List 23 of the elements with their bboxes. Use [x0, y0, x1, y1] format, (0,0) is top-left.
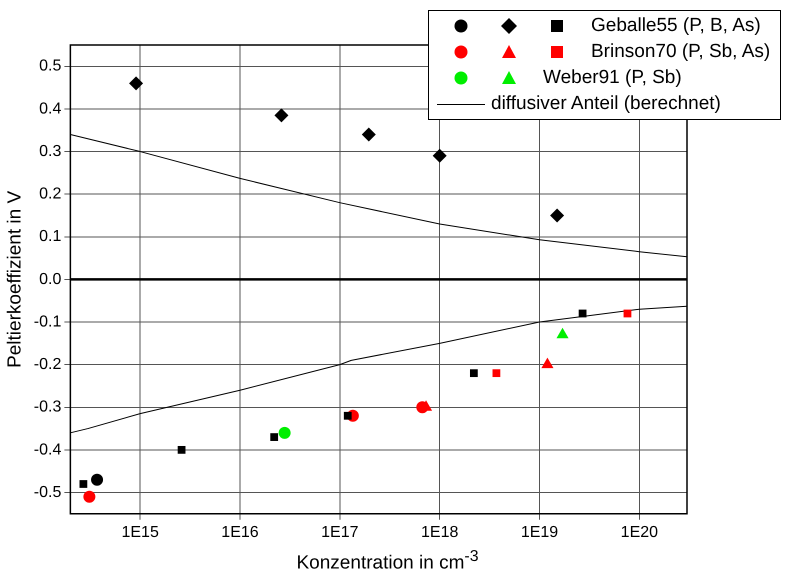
y-tick-label: 0.2 [39, 186, 62, 203]
legend-label: Brinson70 (P, Sb, As) [591, 41, 770, 63]
x-tick-label: 1E17 [321, 524, 359, 541]
x-tick-label: 1E20 [620, 524, 658, 541]
y-tick-label: 0.5 [39, 58, 62, 75]
y-tick-label: -0.5 [34, 484, 62, 501]
x-tick-label: 1E16 [221, 524, 259, 541]
y-tick-label: -0.1 [34, 313, 62, 330]
legend-label: diffusiver Anteil (berechnet) [491, 93, 721, 115]
legend-label: Geballe55 (P, B, As) [591, 15, 761, 37]
x-tick-label: 1E19 [520, 524, 558, 541]
y-tick-label: 0.3 [39, 142, 62, 160]
y-tick-label: 0.4 [39, 100, 62, 118]
y-tick-label: -0.2 [34, 356, 62, 374]
x-axis-title: Konzentration in cm$^{-3}$ [296, 548, 480, 574]
y-axis-title: Peltierkoeffizient in V [4, 190, 26, 368]
x-tick-label: 1E18 [420, 524, 458, 541]
x-tick-label: 1E15 [121, 524, 159, 541]
legend-label: Weber91 (P, Sb) [543, 67, 682, 89]
y-tick-label: -0.4 [34, 441, 62, 458]
y-tick-label: 0.1 [39, 228, 62, 246]
y-tick-label: 0.0 [39, 270, 62, 288]
y-tick-label: -0.3 [34, 398, 62, 416]
